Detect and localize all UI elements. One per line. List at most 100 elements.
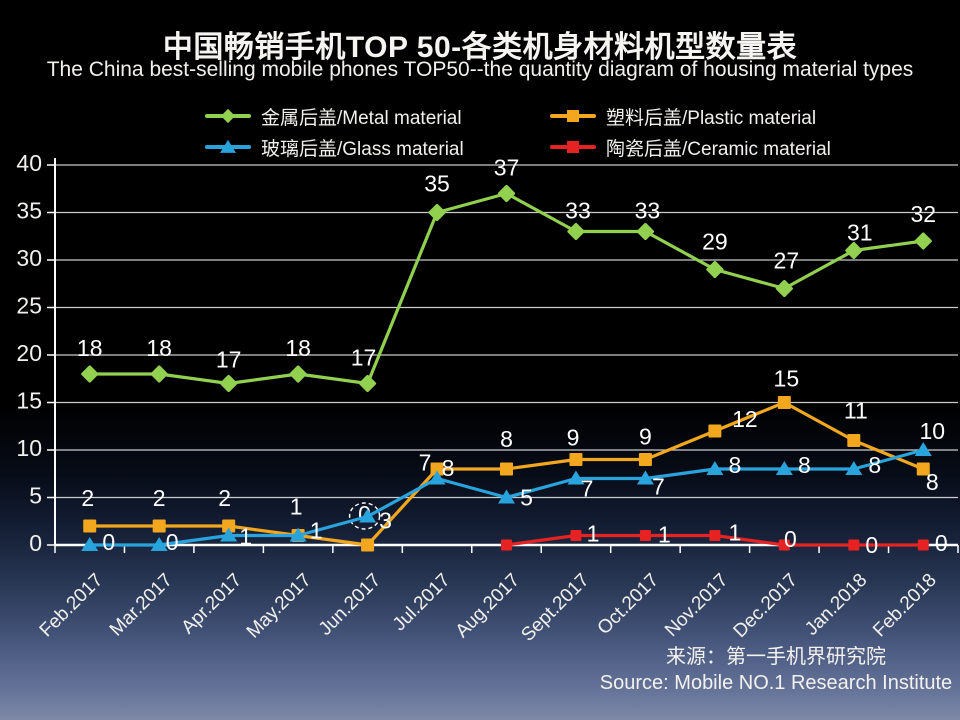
data-label: 17 xyxy=(351,345,377,371)
data-label: 8 xyxy=(500,426,513,452)
plastic-marker-icon xyxy=(222,519,236,533)
y-tick-label: 30 xyxy=(16,245,42,271)
x-tick-label: Mar.2017 xyxy=(106,570,177,641)
x-tick-label: Aug.2017 xyxy=(452,570,524,642)
legend-label-glass: 玻璃后盖/Glass material xyxy=(261,138,464,160)
data-label: 0 xyxy=(865,532,878,558)
metal-marker-icon xyxy=(81,365,99,383)
chart-legend: 金属后盖/Metal material 塑料后盖/Plastic material… xyxy=(205,103,880,160)
ceramic-marker-icon xyxy=(570,530,582,541)
data-label: 8 xyxy=(728,452,741,478)
data-label: 2 xyxy=(81,485,94,511)
legend-label-metal: 金属后盖/Metal material xyxy=(261,107,462,129)
glass-marker-icon xyxy=(81,537,99,551)
ceramic-marker-icon xyxy=(709,530,721,541)
x-tick-label: Apr.2017 xyxy=(178,570,247,639)
plastic-marker-icon xyxy=(569,453,583,466)
data-label: 7 xyxy=(581,476,594,502)
plastic-marker-icon xyxy=(361,538,375,552)
data-label: 1 xyxy=(658,522,671,548)
legend-label-ceramic: 陶瓷后盖/Ceramic material xyxy=(606,138,831,160)
glass-marker-icon xyxy=(775,461,793,475)
glass-marker-icon xyxy=(150,537,168,551)
legend-item-plastic: 塑料后盖/Plastic material xyxy=(550,103,880,129)
x-tick-label: Jun.2017 xyxy=(315,570,385,640)
data-label: 2 xyxy=(218,485,231,511)
x-tick-label: Feb.2018 xyxy=(869,570,941,642)
data-label: 7 xyxy=(652,474,665,500)
data-label: 31 xyxy=(847,220,873,246)
metal-marker-icon xyxy=(567,222,585,241)
metal-marker-icon xyxy=(359,374,377,393)
metal-marker-icon xyxy=(289,365,307,383)
data-label: 32 xyxy=(910,201,936,227)
ceramic-marker-icon xyxy=(639,530,651,541)
data-label: 18 xyxy=(285,335,311,361)
glass-marker-icon xyxy=(428,470,446,485)
data-label: 0 xyxy=(102,529,115,555)
data-label: 8 xyxy=(442,455,455,481)
data-label: 10 xyxy=(919,418,945,444)
data-label: 0 xyxy=(784,526,797,552)
data-label: 33 xyxy=(635,198,661,224)
metal-marker-icon xyxy=(706,260,724,279)
plastic-marker-icon xyxy=(638,453,652,466)
y-tick-label: 0 xyxy=(29,530,42,556)
plastic-marker-icon xyxy=(83,519,97,533)
data-label: 1 xyxy=(587,521,600,547)
plastic-marker-icon xyxy=(152,519,166,533)
data-label: 1 xyxy=(728,520,741,546)
data-label: 7 xyxy=(419,450,432,476)
data-label: 0 xyxy=(166,529,179,555)
source-line-cn: 来源：第一手机界研究院 xyxy=(666,646,886,668)
data-label: 35 xyxy=(424,171,450,197)
y-tick-label: 35 xyxy=(16,198,42,224)
data-label: 29 xyxy=(702,229,728,255)
ceramic-marker-icon xyxy=(917,539,929,551)
data-label: 2 xyxy=(153,485,166,511)
page-title: 中国畅销手机TOP 50-各类机身材料机型数量表 xyxy=(162,31,798,64)
metal-marker-icon xyxy=(497,184,516,203)
x-tick-label: Oct.2017 xyxy=(594,570,663,639)
glass-marker-icon xyxy=(498,489,515,504)
label-highlight-circle xyxy=(348,502,381,530)
plastic-marker-icon xyxy=(847,434,861,447)
metal-marker-icon xyxy=(636,222,654,241)
metal-legend-marker-icon xyxy=(205,108,251,124)
plastic-marker-icon xyxy=(500,462,513,476)
data-label: 12 xyxy=(732,406,758,432)
plastic-marker-icon xyxy=(777,396,791,409)
x-tick-label: May.2017 xyxy=(243,570,316,643)
source-note: 来源：第一手机界研究院 Source: Mobile NO.1 Research… xyxy=(592,644,960,696)
ceramic-marker-icon xyxy=(501,539,512,551)
data-label: 3 xyxy=(379,508,392,534)
metal-marker-icon xyxy=(914,232,932,250)
data-label: 8 xyxy=(868,452,881,478)
legend-label-plastic: 塑料后盖/Plastic material xyxy=(606,107,817,129)
metal-marker-icon xyxy=(150,365,168,383)
y-tick-label: 25 xyxy=(16,293,42,319)
glass-marker-icon xyxy=(636,470,654,485)
data-label: 9 xyxy=(639,424,652,450)
data-label: 15 xyxy=(774,366,800,392)
data-label: 1 xyxy=(290,494,303,520)
ceramic-marker-icon xyxy=(778,539,790,551)
legend-item-metal: 金属后盖/Metal material xyxy=(205,103,550,129)
metal-marker-icon xyxy=(428,203,446,222)
source-line-en: Source: Mobile NO.1 Research Institute xyxy=(599,672,953,694)
glass-marker-icon xyxy=(289,527,307,542)
x-tick-label: Nov.2017 xyxy=(661,570,732,641)
data-label: 37 xyxy=(494,155,520,181)
y-tick-label: 20 xyxy=(16,340,42,366)
data-label: 8 xyxy=(798,452,811,478)
data-label: 18 xyxy=(146,335,172,361)
plastic-marker-icon xyxy=(916,462,930,476)
ceramic-marker-icon xyxy=(848,539,860,551)
page-subtitle: The China best-selling mobile phones TOP… xyxy=(46,58,914,81)
x-tick-label: Dec.2017 xyxy=(730,570,802,642)
glass-marker-icon xyxy=(220,527,238,542)
plastic-marker-icon xyxy=(708,424,722,438)
data-label: 1 xyxy=(310,518,323,544)
